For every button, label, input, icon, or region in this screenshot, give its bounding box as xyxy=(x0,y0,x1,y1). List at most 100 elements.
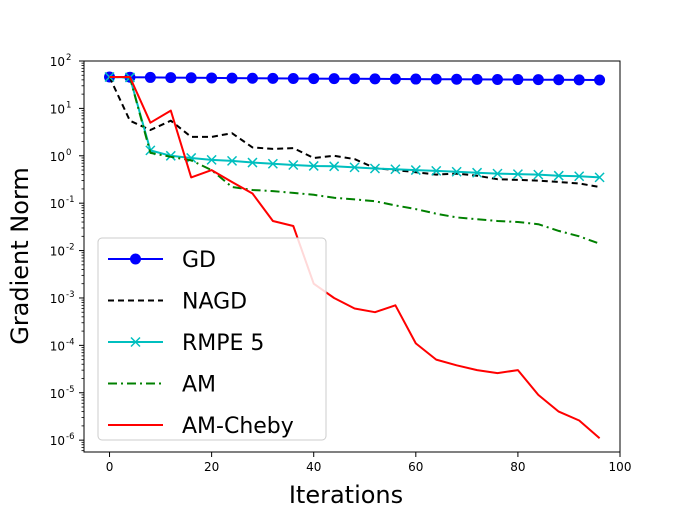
y-tick-exponent: -1 xyxy=(66,195,74,205)
series-gd-point xyxy=(144,71,156,83)
series-rmpe-5-point xyxy=(227,155,238,166)
series-rmpe-5-point xyxy=(574,171,585,182)
series-nagd xyxy=(108,76,600,188)
series-gd-point xyxy=(328,73,340,85)
series-gd-point xyxy=(308,73,320,85)
series-line-am xyxy=(109,76,600,245)
y-tick-exponent: -5 xyxy=(66,385,74,395)
legend-entry-gd: GD xyxy=(108,248,216,273)
series-am-cheby xyxy=(109,76,601,439)
legend-entry-am: AM xyxy=(108,373,216,398)
series-gd-point xyxy=(410,73,422,85)
series-gd-point xyxy=(165,72,177,84)
series-layer xyxy=(104,71,606,439)
series-gd-point xyxy=(553,74,565,86)
y-tick-label: 10 xyxy=(50,387,65,401)
series-gd-point xyxy=(512,74,524,86)
series-gd-point xyxy=(246,72,258,84)
y-tick-exponent: -2 xyxy=(66,243,74,253)
series-rmpe-5 xyxy=(104,71,605,183)
x-tick-label: 40 xyxy=(306,460,321,474)
legend-label-gd: GD xyxy=(182,248,216,273)
series-rmpe-5-point xyxy=(369,163,381,174)
legend: GD NAGD RMPE 5 AM AM-Cheby xyxy=(97,237,327,441)
y-tick-base: 10 xyxy=(50,245,65,259)
series-rmpe-5-point xyxy=(267,158,278,169)
series-rmpe-5-point xyxy=(288,159,299,171)
legend-box xyxy=(97,237,327,441)
legend-label-rmpe-5: RMPE 5 xyxy=(182,331,264,356)
y-tick-label: 10 xyxy=(50,434,65,448)
y-tick-base: 10 xyxy=(50,292,65,306)
y-tick-label: 10 xyxy=(50,102,65,116)
series-line-nagd xyxy=(108,76,600,188)
legend-swatch-rmpe-5-point xyxy=(130,336,141,348)
y-tick-exponent: 0 xyxy=(66,148,71,158)
series-rmpe-5-point xyxy=(594,172,605,183)
series-gd-point xyxy=(349,73,361,85)
y-tick-base: 10 xyxy=(50,197,65,211)
y-tick-exponent: 1 xyxy=(66,100,71,110)
series-rmpe-5-point xyxy=(186,152,197,163)
legend-label-am: AM xyxy=(182,373,216,398)
series-rmpe-5-point xyxy=(410,165,421,176)
y-tick-base: 10 xyxy=(50,387,65,401)
legend-entry-nagd: NAGD xyxy=(108,290,247,315)
x-axis-label: Iterations xyxy=(289,481,403,507)
legend-entry-rmpe-5: RMPE 5 xyxy=(108,331,264,356)
series-gd-point xyxy=(594,74,606,86)
x-tick-label: 100 xyxy=(609,460,632,474)
x-tick-label: 0 xyxy=(106,460,114,474)
series-gd-point xyxy=(491,73,503,85)
series-line-am-cheby xyxy=(109,76,601,439)
y-tick-label: 10 xyxy=(50,245,65,259)
y-tick-base: 10 xyxy=(50,102,65,116)
series-am xyxy=(109,76,600,245)
x-tick-label: 20 xyxy=(204,460,219,474)
series-gd-point xyxy=(451,73,463,85)
x-tick-label: 60 xyxy=(408,460,423,474)
series-gd-point xyxy=(267,72,279,84)
series-rmpe-5-point xyxy=(553,170,564,181)
series-gd-point xyxy=(206,72,218,84)
series-rmpe-5-point xyxy=(247,157,258,168)
series-rmpe-5-point xyxy=(431,165,442,176)
series-rmpe-5-point xyxy=(308,160,319,171)
y-tick-label: 10 xyxy=(50,292,65,306)
series-gd-point xyxy=(573,74,585,86)
x-axis-ticks: 0 20 40 60 80 100 xyxy=(106,452,632,474)
series-rmpe-5-point xyxy=(492,168,503,179)
series-gd-point xyxy=(287,72,299,84)
series-rmpe-5-point xyxy=(512,169,523,180)
series-gd-point xyxy=(226,72,238,84)
y-tick-label: 10 xyxy=(50,55,65,69)
series-rmpe-5-point xyxy=(349,162,360,173)
legend-swatch-gd-point xyxy=(130,253,141,265)
series-rmpe-5-point xyxy=(451,166,462,177)
y-tick-base: 10 xyxy=(50,434,65,448)
y-tick-base: 10 xyxy=(50,150,65,164)
y-tick-base: 10 xyxy=(50,55,65,69)
series-gd-point xyxy=(471,73,483,85)
series-gd-point xyxy=(369,73,381,85)
series-rmpe-5-point xyxy=(206,154,217,165)
y-axis-label: Gradient Norm xyxy=(6,167,34,345)
y-tick-exponent: -4 xyxy=(66,337,74,347)
y-tick-label: 10 xyxy=(50,150,65,164)
series-rmpe-5-point xyxy=(472,167,483,178)
series-rmpe-5-point xyxy=(329,161,340,172)
series-gd-point xyxy=(185,72,197,84)
series-gd-point xyxy=(389,73,401,85)
y-tick-exponent: -6 xyxy=(66,432,74,442)
y-tick-label: 10 xyxy=(50,339,65,353)
series-rmpe-5-point xyxy=(390,164,401,175)
plot-frame xyxy=(83,60,621,453)
legend-entry-am-cheby: AM-Cheby xyxy=(108,414,294,439)
x-tick-label: 80 xyxy=(510,460,525,474)
y-tick-label: 10 xyxy=(50,197,65,211)
legend-label-nagd: NAGD xyxy=(182,290,247,315)
y-tick-exponent: -3 xyxy=(66,290,74,300)
y-tick-exponent: 2 xyxy=(66,53,71,63)
series-rmpe-5-point xyxy=(533,169,544,180)
